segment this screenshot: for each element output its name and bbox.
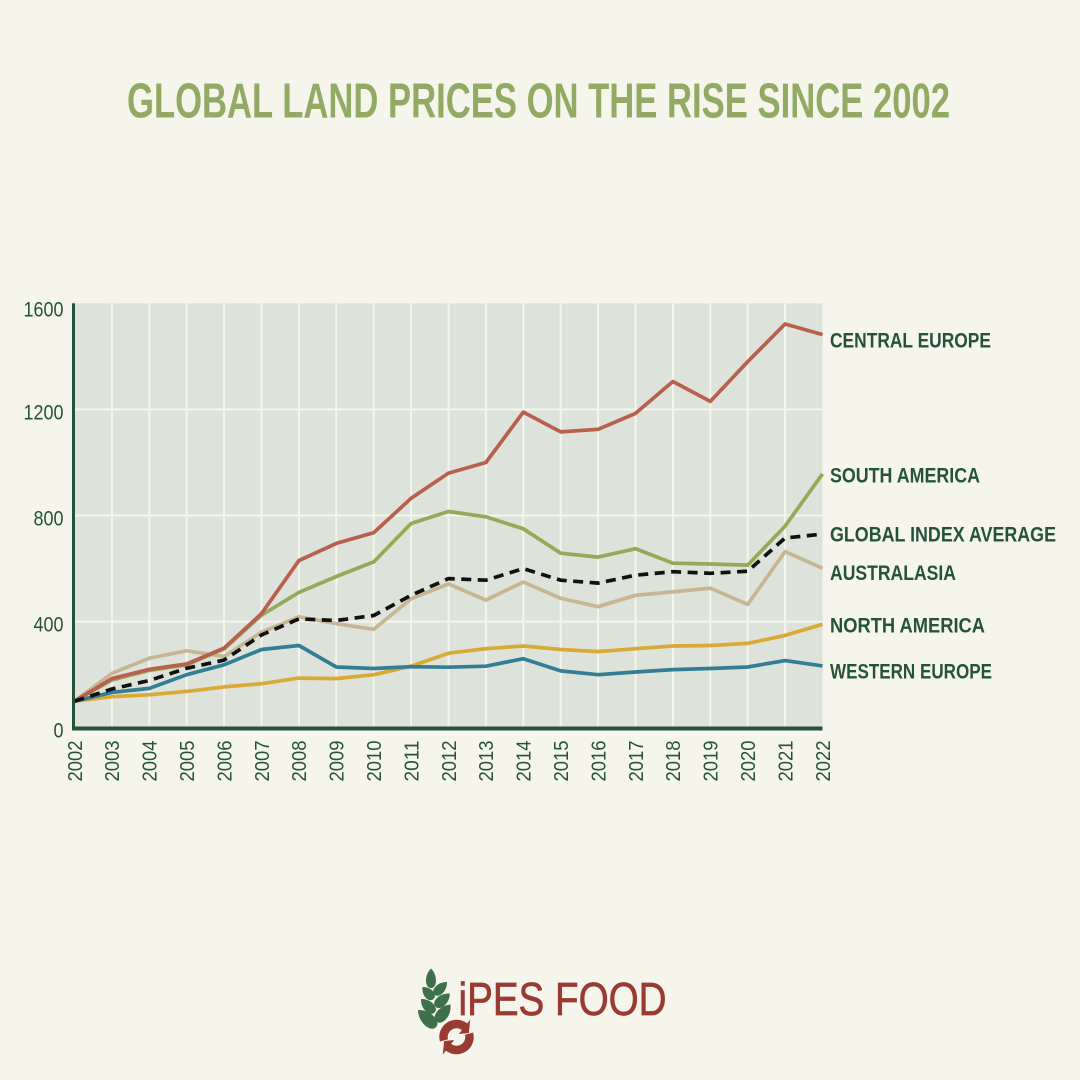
svg-text:1600: 1600 [24,298,64,321]
svg-text:2013: 2013 [475,741,498,782]
svg-text:2022: 2022 [812,741,835,782]
svg-text:2006: 2006 [213,741,236,782]
svg-text:AUSTRALASIA: AUSTRALASIA [830,561,956,585]
svg-text:CENTRAL EUROPE: CENTRAL EUROPE [830,329,991,353]
svg-text:2007: 2007 [251,741,274,782]
svg-text:2016: 2016 [587,741,610,782]
svg-text:2003: 2003 [101,741,124,782]
svg-text:800: 800 [34,508,64,531]
svg-text:0: 0 [54,720,64,743]
svg-text:2002: 2002 [64,741,87,782]
svg-text:SOUTH AMERICA: SOUTH AMERICA [830,464,980,488]
svg-text:2009: 2009 [326,741,349,782]
svg-text:2018: 2018 [662,741,685,782]
svg-text:2021: 2021 [774,741,797,782]
svg-text:400: 400 [34,614,64,637]
svg-text:iPES FOOD: iPES FOOD [459,973,667,1025]
svg-text:2014: 2014 [513,741,536,782]
svg-text:GLOBAL LAND PRICES ON THE RISE: GLOBAL LAND PRICES ON THE RISE SINCE 200… [127,74,950,129]
svg-text:2020: 2020 [737,741,760,782]
svg-text:2019: 2019 [700,741,723,782]
svg-text:1200: 1200 [24,401,64,424]
svg-text:WESTERN EUROPE: WESTERN EUROPE [830,660,992,684]
svg-text:2017: 2017 [625,741,648,782]
svg-text:2015: 2015 [550,741,573,782]
svg-text:2005: 2005 [176,741,199,782]
svg-text:GLOBAL INDEX AVERAGE: GLOBAL INDEX AVERAGE [830,523,1056,547]
svg-text:2008: 2008 [288,741,311,782]
svg-text:2012: 2012 [438,741,461,782]
svg-text:2010: 2010 [363,741,386,782]
svg-text:NORTH AMERICA: NORTH AMERICA [830,614,985,638]
svg-text:2011: 2011 [400,741,423,782]
svg-text:2004: 2004 [139,741,162,782]
